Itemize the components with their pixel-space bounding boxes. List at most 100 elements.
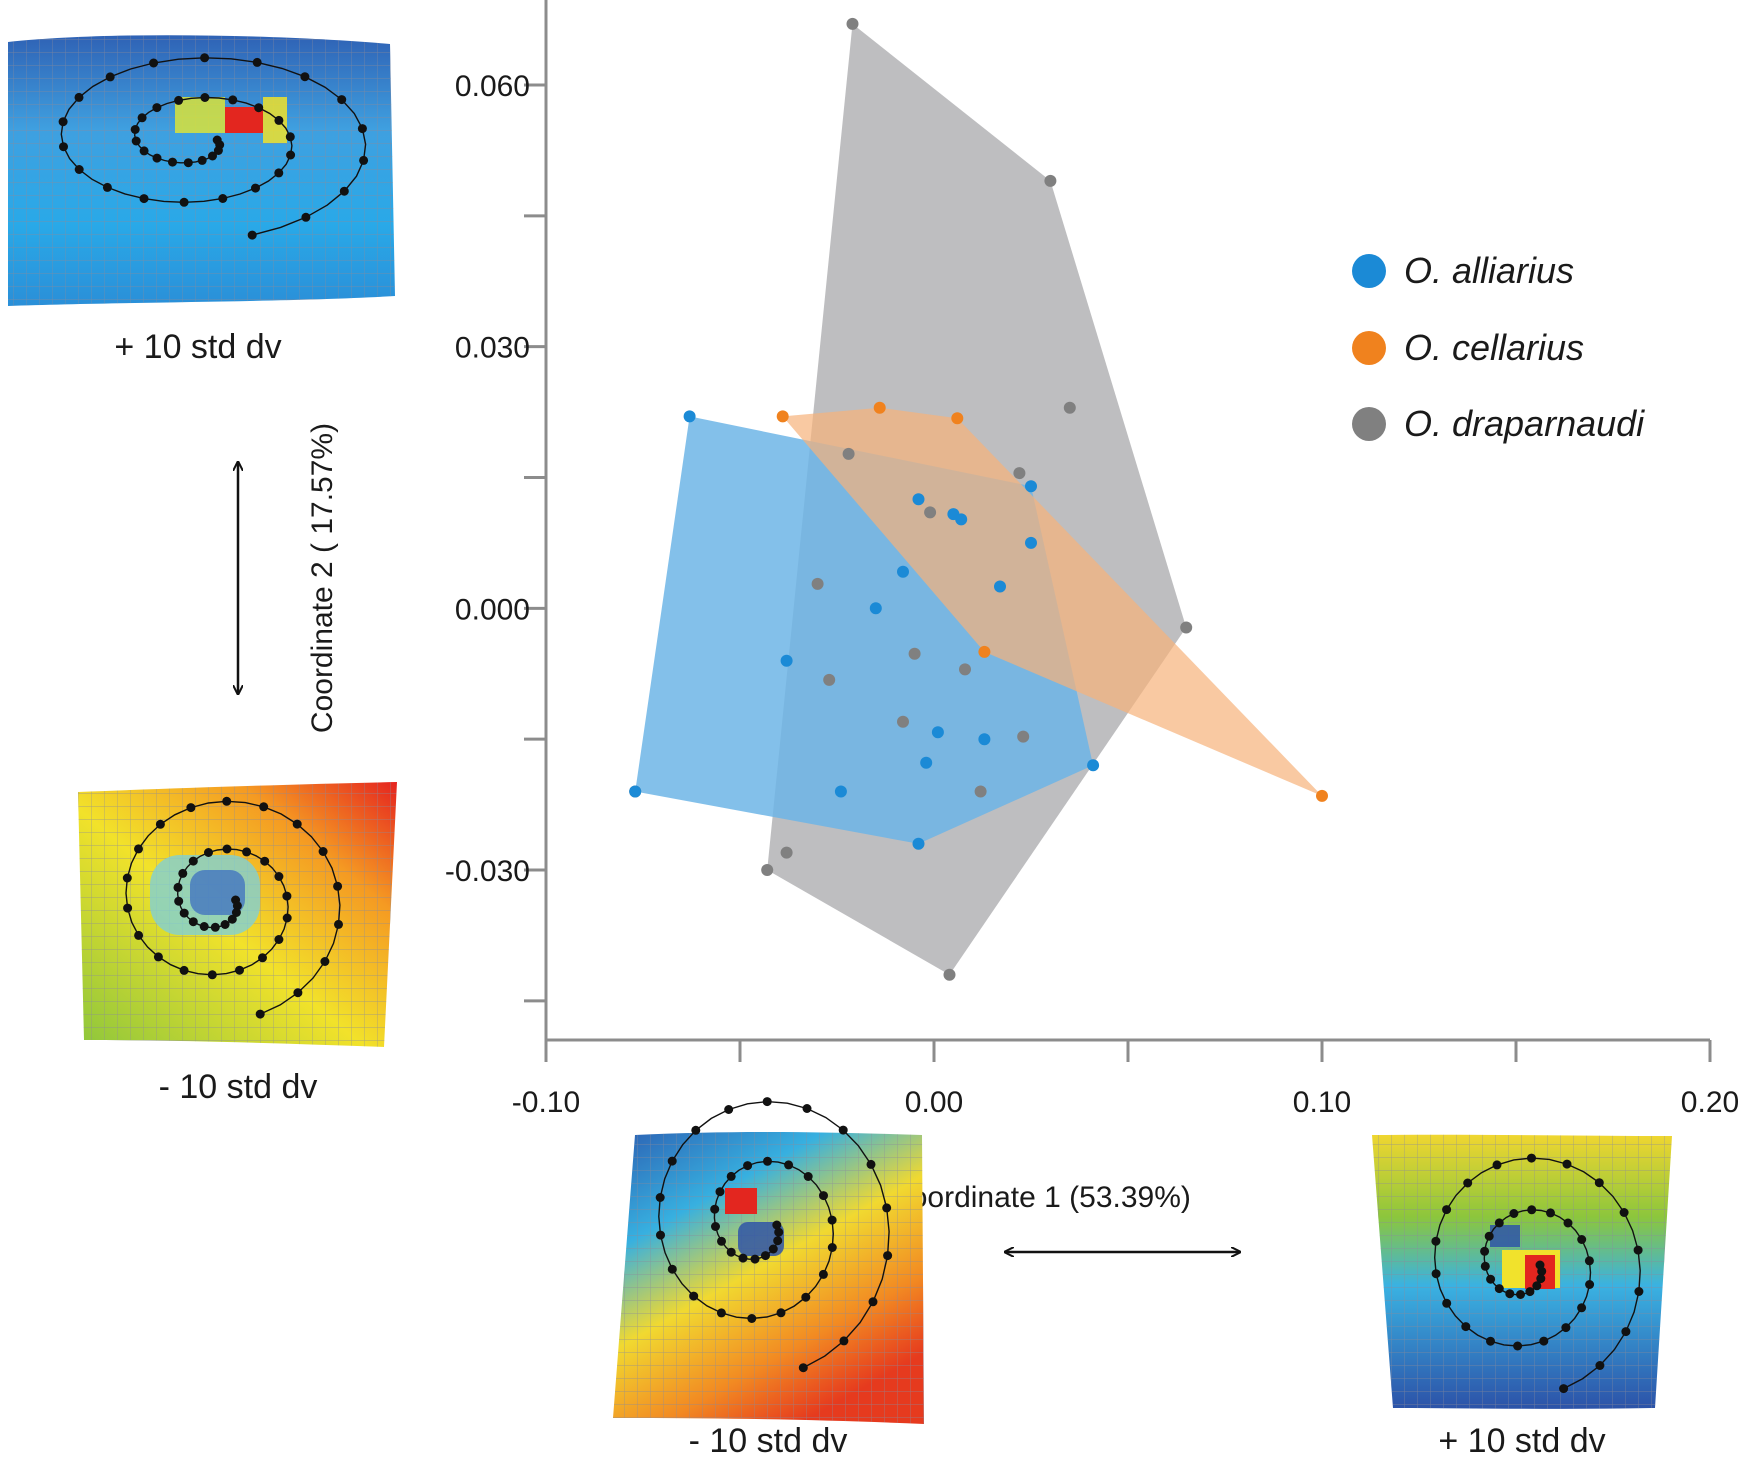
landmark-dot xyxy=(300,72,310,82)
legend-marker xyxy=(1352,331,1386,365)
landmark-dot xyxy=(1537,1266,1547,1276)
landmark-dot xyxy=(152,153,162,163)
landmark-dot xyxy=(839,1336,849,1346)
landmark-dot xyxy=(274,115,284,125)
landmark-dot xyxy=(285,132,295,142)
axes: 0.060 0.030 0.000 -0.030 -0.10 0.00 0.10 0.20 xyxy=(445,0,1739,1119)
landmark-dot xyxy=(1494,1218,1504,1228)
landmark-dot xyxy=(293,988,303,998)
data-point xyxy=(931,726,944,739)
data-point xyxy=(811,577,824,590)
y-tick-label: 0.030 xyxy=(455,332,530,365)
landmark-dot xyxy=(188,917,198,927)
landmark-points xyxy=(58,53,369,240)
landmark-dot xyxy=(655,1193,665,1202)
landmark-dot xyxy=(827,1215,837,1225)
landmark-dot xyxy=(773,1236,783,1246)
landmark-dot xyxy=(168,157,177,167)
landmark-dot xyxy=(1486,1274,1496,1284)
landmark-dot xyxy=(174,896,184,906)
landmark-dot xyxy=(784,1160,794,1170)
landmark-dot xyxy=(222,796,232,806)
landmark-dot xyxy=(1442,1298,1452,1308)
landmark-dot xyxy=(247,230,257,240)
landmark-dot xyxy=(123,903,133,913)
data-point xyxy=(920,756,933,769)
deformation-panel-y-minus: - 10 std dv xyxy=(78,782,397,1106)
landmark-dot xyxy=(320,957,330,966)
landmark-dot xyxy=(74,165,84,174)
landmark-dot xyxy=(274,872,284,881)
landmark-dot xyxy=(1442,1205,1452,1215)
data-point xyxy=(846,17,859,30)
landmark-dot xyxy=(74,92,84,102)
landmark-points xyxy=(1431,1153,1644,1394)
landmark-dot xyxy=(838,1125,848,1135)
landmark-dot xyxy=(137,113,147,123)
landmark-dot xyxy=(750,1254,760,1264)
landmark-dot xyxy=(251,183,260,193)
hotspot-patch xyxy=(190,870,245,915)
landmark-dot xyxy=(179,197,189,207)
landmark-dot xyxy=(726,1171,736,1181)
data-point xyxy=(823,673,836,686)
landmark-dot xyxy=(254,103,264,113)
landmark-dot xyxy=(188,856,198,866)
landmark-dot xyxy=(218,194,228,203)
landmark-dot xyxy=(232,901,242,911)
landmark-dot xyxy=(1563,1218,1573,1228)
landmark-dot xyxy=(801,1292,811,1302)
landmark-dot xyxy=(1585,1280,1595,1289)
panel-label: + 10 std dv xyxy=(114,328,281,366)
landmark-dot xyxy=(274,168,284,178)
data-point xyxy=(978,733,991,746)
landmark-dot xyxy=(667,1156,677,1166)
panel-label: - 10 std dv xyxy=(689,1422,848,1460)
landmark-dot xyxy=(1525,1287,1535,1297)
landmark-dot xyxy=(260,856,270,866)
landmark-dot xyxy=(153,952,163,962)
data-point xyxy=(994,580,1006,593)
landmark-dot xyxy=(152,103,162,113)
landmark-dot xyxy=(1595,1361,1605,1370)
x-tick-label: 0.10 xyxy=(1293,1086,1351,1119)
landmark-dot xyxy=(200,53,210,63)
convex-hulls xyxy=(635,23,1322,975)
data-point xyxy=(780,654,793,667)
landmark-dot xyxy=(130,125,140,134)
landmark-dot xyxy=(763,1156,772,1166)
landmark-dot xyxy=(179,965,189,975)
deformation-panel-x-minus: - 10 std dv xyxy=(613,1097,924,1460)
landmark-dot xyxy=(282,891,292,901)
x-tick-label: 0.20 xyxy=(1681,1086,1739,1119)
landmark-dot xyxy=(761,1251,770,1261)
landmark-dot xyxy=(1492,1160,1502,1170)
landmark-dot xyxy=(59,142,68,152)
landmark-dot xyxy=(1584,1256,1594,1266)
landmark-dot xyxy=(1513,1341,1523,1351)
data-point xyxy=(869,602,882,615)
data-point xyxy=(912,493,925,506)
landmark-dot xyxy=(715,1187,725,1197)
landmark-dot xyxy=(1431,1236,1441,1246)
data-point xyxy=(842,447,855,460)
legend-item: O. draparnaudi xyxy=(1352,403,1645,444)
landmark-dot xyxy=(724,1105,734,1114)
landmark-dot xyxy=(197,155,207,165)
landmark-dot xyxy=(1480,1261,1490,1271)
panel-label: + 10 std dv xyxy=(1438,1422,1605,1460)
landmark-dot xyxy=(122,873,132,883)
landmark-dot xyxy=(774,1227,784,1237)
landmark-dot xyxy=(1561,1323,1571,1333)
legend-item: O. alliarius xyxy=(1352,250,1574,291)
landmark-dot xyxy=(818,1269,828,1279)
landmark-dot xyxy=(1594,1178,1604,1188)
landmark-dot xyxy=(333,881,343,891)
landmark-dot xyxy=(1532,1281,1542,1291)
data-point xyxy=(955,513,968,526)
landmark-dot xyxy=(258,953,267,963)
landmark-dot xyxy=(716,1308,726,1318)
landmark-dot xyxy=(743,1161,753,1171)
landmark-dot xyxy=(768,1244,778,1254)
data-point xyxy=(908,647,921,660)
